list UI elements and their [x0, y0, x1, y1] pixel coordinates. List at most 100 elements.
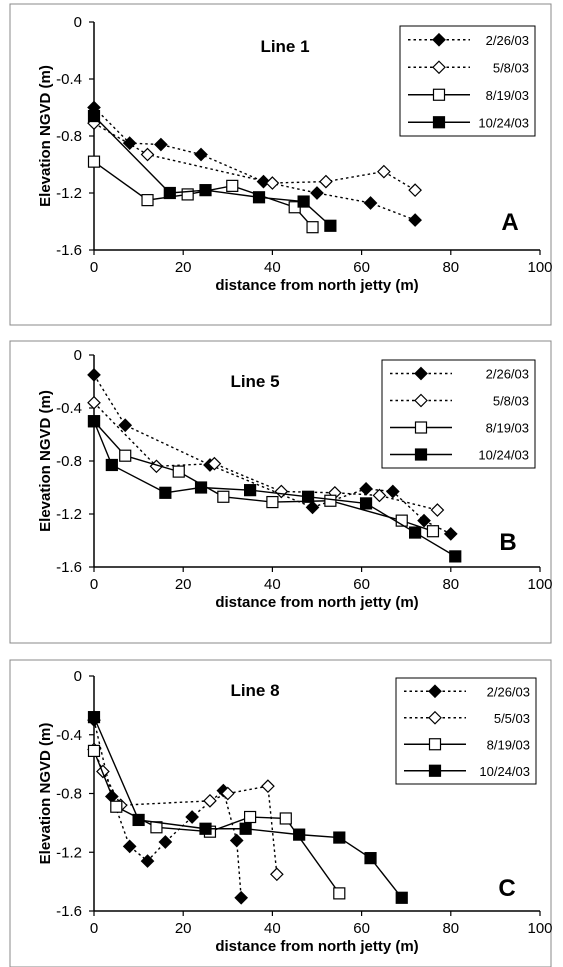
data-point [154, 137, 168, 152]
x-tick-label: 0 [90, 920, 98, 937]
data-point [199, 822, 212, 835]
data-point [194, 481, 208, 494]
data-point [159, 486, 172, 499]
data-point [395, 891, 408, 904]
data-point [87, 415, 101, 428]
legend-entry: 10/24/03 [408, 115, 529, 130]
legend-label: 8/19/03 [486, 421, 529, 436]
data-point [432, 88, 446, 101]
legend-box [395, 677, 537, 785]
data-point [118, 418, 133, 433]
data-point [140, 854, 155, 868]
data-point [140, 147, 155, 162]
legend-label: 10/24/03 [478, 115, 529, 130]
legend-entry: 8/19/03 [404, 737, 530, 752]
line-5-chart: 0 -0.4 -0.8 -1.2 -1.6 0 20 40 60 80 100 distance fr… [9, 340, 553, 644]
chart-panel-a: 0 -0.4 -0.8 -1.2 -1.6 0 20 40 60 80 100 distance fr… [0, 0, 563, 330]
y-tick-label: -1.2 [56, 844, 82, 861]
legend-label: 8/19/03 [487, 737, 530, 752]
y-tick-label: -1.2 [56, 506, 82, 523]
data-point [408, 183, 422, 197]
legend-entry: 5/8/03 [408, 60, 529, 75]
panel-letter: B [499, 529, 516, 556]
x-axis-title: distance from north jetty (m) [215, 277, 418, 294]
data-point [158, 835, 173, 849]
legend-label: 2/26/03 [487, 684, 530, 699]
data-point [443, 527, 458, 541]
legend-label: 5/8/03 [493, 60, 529, 75]
series-2 [87, 155, 319, 234]
data-point [229, 833, 244, 848]
chart-panel-b: 0 -0.4 -0.8 -1.2 -1.6 0 20 40 60 80 100 distance fr… [0, 330, 563, 648]
series-0 [87, 100, 422, 227]
data-point [428, 764, 442, 777]
data-point [319, 174, 333, 189]
data-point [234, 890, 249, 905]
data-point [252, 191, 266, 204]
data-point [217, 490, 230, 503]
legend-label: 2/26/03 [486, 33, 529, 48]
y-tick-label: -0.4 [56, 727, 82, 744]
data-point [310, 186, 324, 200]
data-point [333, 831, 346, 844]
data-point [181, 188, 194, 201]
x-axis-title: distance from north jetty (m) [215, 938, 418, 955]
x-tick-label: 60 [353, 259, 370, 276]
data-point [306, 221, 319, 234]
series-3 [87, 415, 462, 563]
data-point [87, 744, 101, 758]
panel-letter: A [501, 209, 518, 236]
series-1 [87, 116, 422, 197]
data-point [428, 684, 442, 699]
y-tick-label: 0 [74, 668, 82, 685]
legend-label: 2/26/03 [486, 367, 529, 382]
data-point [408, 213, 422, 227]
y-tick-label: 0 [74, 347, 82, 364]
data-point [122, 839, 137, 854]
legend-entry: 8/19/03 [390, 421, 529, 436]
x-tick-label: 80 [442, 576, 459, 593]
data-point [372, 488, 387, 503]
data-point [203, 793, 217, 808]
y-tick-label: -1.6 [56, 242, 82, 259]
legend-label: 5/5/03 [494, 711, 530, 726]
data-point [244, 810, 257, 824]
data-point [414, 393, 428, 408]
data-point [87, 395, 101, 410]
x-tick-label: 20 [175, 920, 192, 937]
y-tick-label: -1.6 [56, 559, 82, 576]
legend-entry: 2/26/03 [408, 33, 529, 48]
y-tick-label: -0.8 [56, 453, 82, 470]
y-tick-label: -1.6 [56, 903, 82, 920]
data-point [172, 465, 185, 478]
data-point [119, 449, 132, 462]
x-tick-label: 0 [90, 576, 98, 593]
data-point [220, 786, 235, 801]
chart-frame [9, 659, 552, 967]
data-point [261, 779, 275, 794]
x-tick-label: 80 [442, 920, 459, 937]
chart-title: Line 1 [260, 37, 309, 56]
data-point [430, 503, 445, 517]
x-tick-label: 40 [264, 920, 281, 937]
data-point [409, 526, 422, 539]
x-tick-label: 60 [353, 576, 370, 593]
x-tick-label: 100 [527, 920, 552, 937]
data-point [105, 458, 118, 472]
data-point [265, 176, 280, 190]
legend-entry: 8/19/03 [408, 88, 529, 103]
x-axis-title: distance from north jetty (m) [215, 594, 418, 611]
line-8-chart: 0 -0.4 -0.8 -1.2 -1.6 0 20 40 60 80 100 distance fr… [9, 659, 553, 967]
legend-entry: 2/26/03 [390, 367, 529, 382]
data-point [359, 497, 373, 510]
legend-entry: 2/26/03 [404, 684, 530, 699]
data-point [377, 164, 391, 179]
y-axis-title: Elevation NGVD (m) [37, 390, 54, 532]
data-point [293, 828, 306, 841]
series-3 [87, 109, 337, 232]
data-point [301, 490, 315, 503]
data-point [385, 484, 400, 499]
data-point [194, 147, 208, 162]
data-point [141, 194, 154, 207]
x-tick-label: 0 [90, 259, 98, 276]
